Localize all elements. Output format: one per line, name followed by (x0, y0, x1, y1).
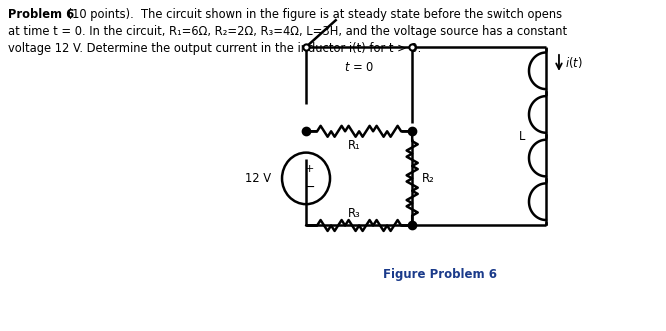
Text: Figure Problem 6: Figure Problem 6 (383, 268, 497, 281)
Text: +: + (305, 165, 314, 174)
Text: at time t = 0. In the circuit, R₁=6Ω, R₂=2Ω, R₃=4Ω, L=3H, and the voltage source: at time t = 0. In the circuit, R₁=6Ω, R₂… (8, 25, 567, 38)
Text: R₃: R₃ (348, 207, 361, 219)
Text: Problem 6: Problem 6 (8, 8, 74, 21)
Text: voltage 12 V. Determine the output current in the inductor i(t) for t > 0.: voltage 12 V. Determine the output curre… (8, 42, 421, 55)
Text: (10 points).  The circuit shown in the figure is at steady state before the swit: (10 points). The circuit shown in the fi… (64, 8, 562, 21)
Text: R₂: R₂ (422, 172, 434, 185)
Text: R₁: R₁ (348, 139, 361, 152)
Text: 12 V: 12 V (245, 172, 271, 185)
Text: $t$ = 0: $t$ = 0 (344, 61, 374, 74)
Text: $i(t)$: $i(t)$ (565, 55, 582, 71)
Text: L: L (519, 130, 525, 143)
Text: −: − (304, 181, 315, 194)
